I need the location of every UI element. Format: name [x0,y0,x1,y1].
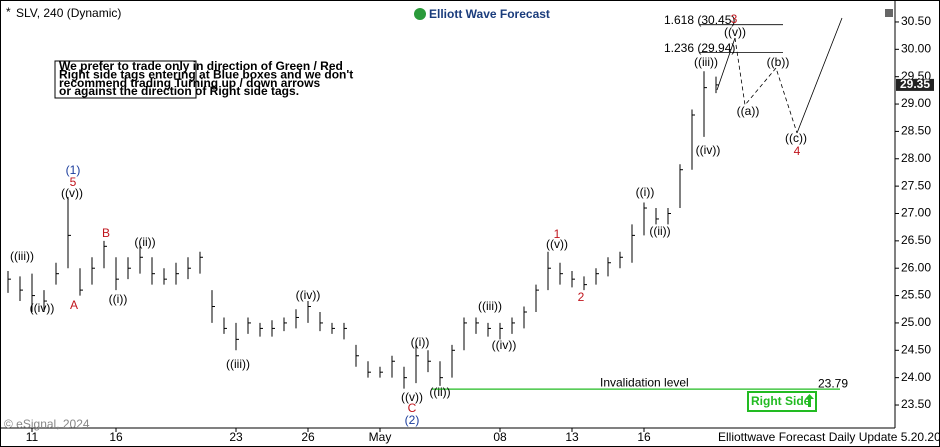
wave-label: ((b)) [767,55,790,69]
y-tick-label: 26.50 [901,233,931,247]
disclaimer-line: We prefer to trade only in direction of … [59,59,343,73]
y-tick-label: 24.00 [901,370,931,384]
y-tick-label: 27.00 [901,206,931,220]
wave-label: ((iv)) [296,288,321,302]
title-prefix: * [6,5,11,19]
y-tick-label: 23.50 [901,397,931,411]
wave-label: A [70,298,78,312]
wave-label: ((i)) [411,335,430,349]
wave-label: 4 [794,144,801,158]
wave-label: ((i)) [109,292,128,306]
y-tick-label: 28.50 [901,124,931,138]
wave-label: B [102,226,110,240]
wave-label: ((c)) [785,131,807,145]
y-tick-label: 30.50 [901,14,931,28]
projection-solid [796,17,843,134]
corner-icon [885,9,893,17]
brand-logo [414,8,426,20]
brand: Elliott Wave Forecast [429,7,550,21]
y-tick-label: 26.00 [901,260,931,274]
copyright: © eSignal, 2024 [4,417,90,431]
y-tick-label: 25.00 [901,315,931,329]
x-tick-label: 16 [637,430,651,444]
wave-label: ((iii)) [10,249,34,263]
wave-label: ((ii)) [429,385,450,399]
wave-label: ((iii)) [478,299,502,313]
y-tick-label: 24.50 [901,342,931,356]
y-tick-label: 27.50 [901,178,931,192]
x-tick-label: 13 [565,430,579,444]
fib-label: 1.618 (30.45) [664,13,735,27]
disclaimer-line: or against the direction of Right side t… [59,84,299,98]
x-tick-label: 08 [493,430,507,444]
disclaimer-box [54,60,197,99]
last-price-box [896,78,934,91]
wave-label: ((iii)) [226,357,250,371]
wave-label: 5 [70,175,77,189]
y-tick-label: 30.00 [901,41,931,55]
wave-label: ((v)) [546,237,568,251]
fib-label: 1.236 (29.94) [664,41,735,55]
wave-label: ((v)) [724,25,746,39]
y-tick-label: 25.50 [901,288,931,302]
wave-label: 3 [731,12,738,26]
wave-label: ((a)) [737,104,760,118]
right-side-box [747,391,817,412]
wave-label: ((iii)) [694,55,718,69]
last-price: 29.35 [900,77,930,91]
wave-label: ((v)) [401,390,423,404]
projection-solid [716,37,736,91]
disclaimer-line: Right side tags entering at Blue boxes a… [59,67,353,81]
projection-dashed [734,37,798,134]
wave-label: ((iv)) [30,301,55,315]
x-tick-label: 11 [26,430,39,444]
y-tick-label: 29.00 [901,96,931,110]
up-arrow [805,394,814,407]
x-tick-label: 16 [109,430,123,444]
disclaimer-line: recommend trading Turning up / down arro… [59,76,320,90]
chart-title: SLV, 240 (Dynamic) [16,6,121,20]
right-side-tag: Right Side [751,394,811,408]
y-tick-label: 28.00 [901,151,931,165]
wave-label: ((ii)) [134,235,155,249]
wave-label: ((i)) [636,185,655,199]
invalidation-label: Invalidation level [600,375,689,389]
wave-label: 1 [554,227,561,241]
wave-label: ((ii)) [649,224,670,238]
footer: Elliottwave Forecast Daily Update 5.20.2… [718,430,940,444]
invalidation-value: 23.79 [818,376,848,390]
wave-label: ((v)) [61,186,83,200]
wave-label: ((iv)) [492,338,517,352]
x-tick-label: 23 [229,430,243,444]
wave-label: 2 [578,290,585,304]
x-tick-label: 26 [301,430,315,444]
wave-label: (2) [405,413,420,427]
wave-label: ((iv)) [696,143,721,157]
wave-label: C [408,401,417,415]
wave-label: (1) [66,163,81,177]
x-tick-label: May [369,430,392,444]
